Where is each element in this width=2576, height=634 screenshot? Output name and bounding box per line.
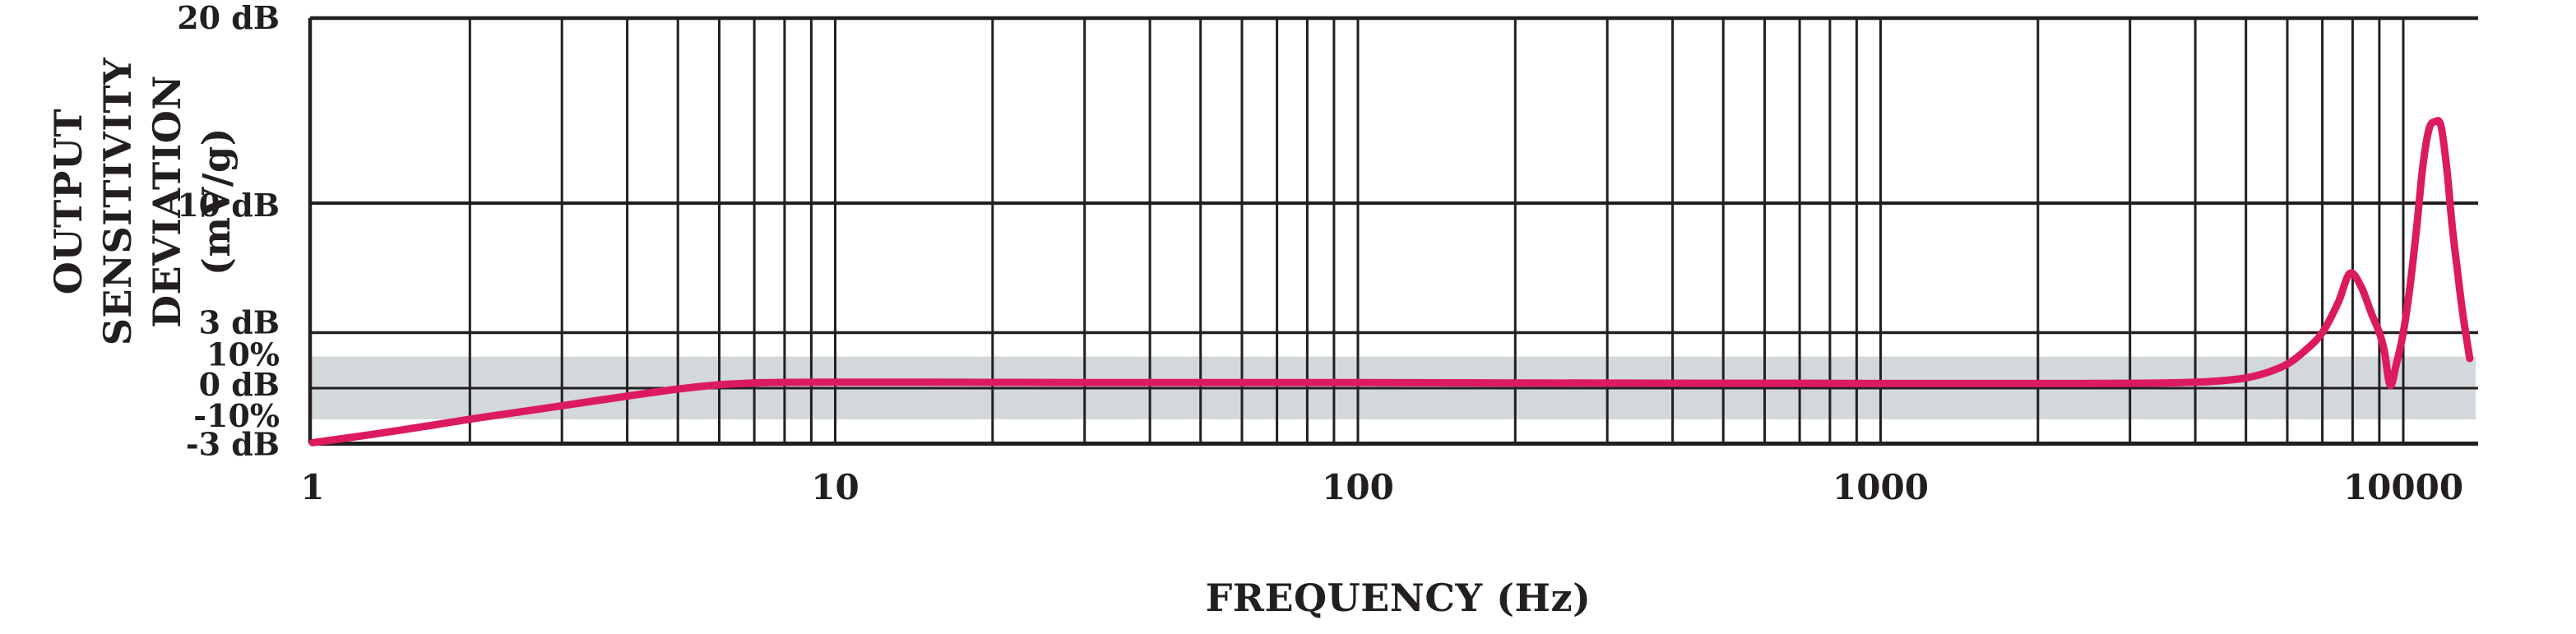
x-tick-label-10000: 10000 [2343,467,2463,507]
y-axis-title-line1: OUTPUT SENSITIVITY [46,57,140,346]
x-tick-label-10: 10 [811,467,859,507]
y-tick-label-10dB: 10 dB [177,187,280,224]
vertical-gridlines [468,18,2405,444]
y-axis-title: OUTPUT SENSITIVITY DEVIATION (mV/g) [44,10,239,393]
y-tick-label--3dB: -3 dB [186,426,280,463]
y-tick-label-0dB: 0 dB [199,366,280,403]
response-curve [308,117,2474,447]
x-tick-label-100: 100 [1322,467,1394,507]
y-tick-label-20dB: 20 dB [177,0,280,36]
y-tick-label--10: -10% [193,397,280,434]
y-axis-title-line2: DEVIATION (mV/g) [145,75,239,328]
x-tick-label-1000: 1000 [1832,467,1929,507]
x-axis-title: FREQUENCY (Hz) [1205,576,1591,620]
x-tick-label-1: 1 [300,467,324,507]
y-tick-label-3dB: 3 dB [199,304,280,341]
y-tick-label-10: 10% [206,336,280,373]
